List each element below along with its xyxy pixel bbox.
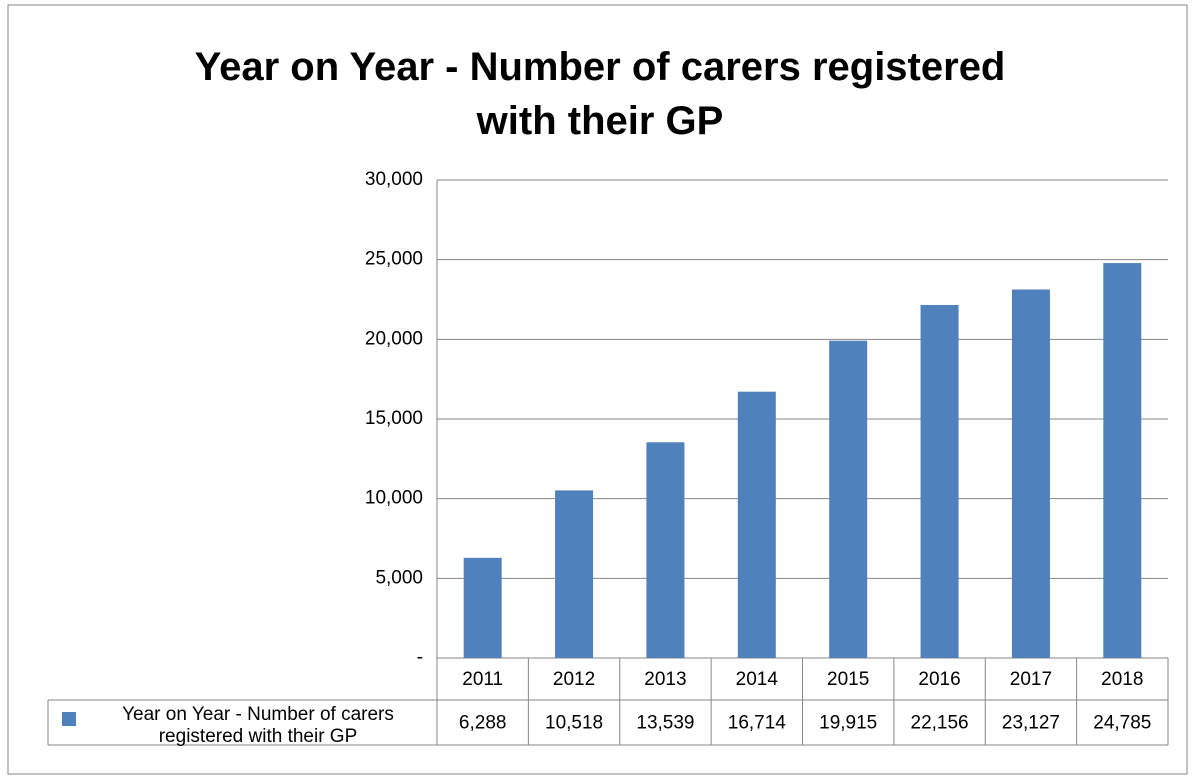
data-label: 23,127 <box>1002 713 1060 734</box>
data-label: 6,288 <box>459 713 507 734</box>
y-tick-label: 5,000 <box>375 567 423 588</box>
data-label: 22,156 <box>911 713 969 734</box>
bar <box>463 557 502 658</box>
data-label: 16,714 <box>728 713 787 734</box>
x-tick-label: 2012 <box>553 669 595 690</box>
legend-swatch <box>62 712 76 726</box>
data-label: 13,539 <box>636 713 694 734</box>
bar <box>829 340 868 658</box>
x-tick-label: 2015 <box>827 669 869 690</box>
bar <box>555 490 594 658</box>
bar <box>646 442 685 658</box>
x-tick-label: 2017 <box>1010 669 1052 690</box>
x-tick-label: 2014 <box>736 669 779 690</box>
chart-title: Year on Year - Number of carers register… <box>194 45 1006 143</box>
y-tick-label: 20,000 <box>365 328 423 349</box>
y-tick-label: 30,000 <box>365 169 423 190</box>
data-label: 24,785 <box>1093 713 1151 734</box>
x-tick-label: 2018 <box>1101 669 1143 690</box>
y-tick-label: - <box>417 647 423 668</box>
y-tick-label: 25,000 <box>365 249 423 270</box>
data-label: 10,518 <box>545 713 603 734</box>
bar <box>1011 289 1050 658</box>
x-tick-label: 2011 <box>462 669 503 690</box>
y-tick-label: 10,000 <box>365 488 423 509</box>
y-tick-label: 15,000 <box>365 408 423 429</box>
x-tick-label: 2013 <box>644 669 686 690</box>
chart-border <box>7 4 1188 775</box>
bar <box>920 304 959 658</box>
bar <box>1103 263 1142 658</box>
data-label: 19,915 <box>819 713 877 734</box>
x-tick-label: 2016 <box>918 669 960 690</box>
bar <box>737 391 776 658</box>
legend-label: Year on Year - Number of carers register… <box>122 704 394 747</box>
